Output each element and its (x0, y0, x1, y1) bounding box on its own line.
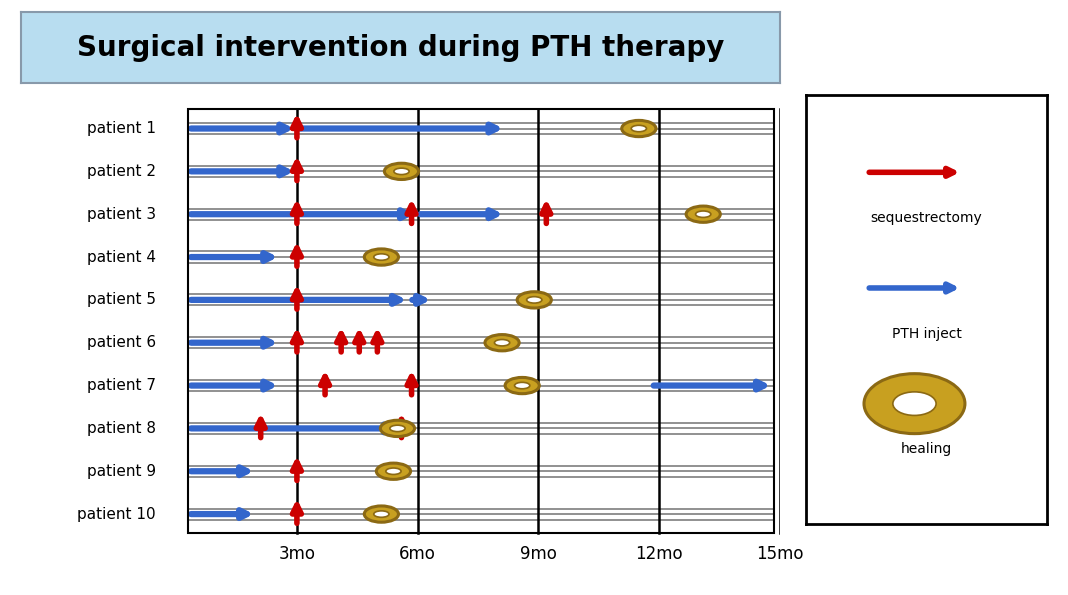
Ellipse shape (517, 292, 551, 308)
Ellipse shape (631, 126, 646, 131)
Ellipse shape (374, 254, 389, 260)
Text: PTH inject: PTH inject (892, 327, 961, 340)
Ellipse shape (380, 420, 414, 437)
Ellipse shape (515, 383, 530, 389)
Ellipse shape (622, 120, 656, 137)
Ellipse shape (390, 425, 405, 431)
Text: healing: healing (901, 442, 952, 456)
Ellipse shape (686, 206, 720, 223)
Text: patient 4: patient 4 (88, 249, 156, 265)
Text: patient 2: patient 2 (88, 164, 156, 179)
Ellipse shape (695, 211, 711, 217)
Ellipse shape (527, 297, 541, 303)
Text: patient 7: patient 7 (88, 378, 156, 393)
Text: patient 8: patient 8 (88, 421, 156, 436)
Ellipse shape (376, 463, 410, 480)
Ellipse shape (893, 392, 936, 415)
Ellipse shape (374, 511, 389, 517)
Ellipse shape (386, 468, 402, 474)
Ellipse shape (505, 377, 539, 394)
Ellipse shape (364, 506, 398, 522)
Text: Surgical intervention during PTH therapy: Surgical intervention during PTH therapy (77, 33, 724, 62)
Ellipse shape (384, 163, 419, 180)
Text: patient 5: patient 5 (88, 292, 156, 308)
Text: patient 3: patient 3 (87, 206, 156, 222)
Text: patient 10: patient 10 (78, 506, 156, 522)
Text: patient 9: patient 9 (87, 464, 156, 479)
Text: patient 1: patient 1 (88, 121, 156, 136)
Ellipse shape (485, 334, 519, 351)
Text: sequestrectomy: sequestrectomy (870, 211, 983, 225)
Ellipse shape (394, 168, 409, 174)
Text: patient 6: patient 6 (87, 335, 156, 350)
Ellipse shape (864, 374, 964, 434)
Ellipse shape (494, 340, 509, 346)
Ellipse shape (364, 249, 398, 265)
